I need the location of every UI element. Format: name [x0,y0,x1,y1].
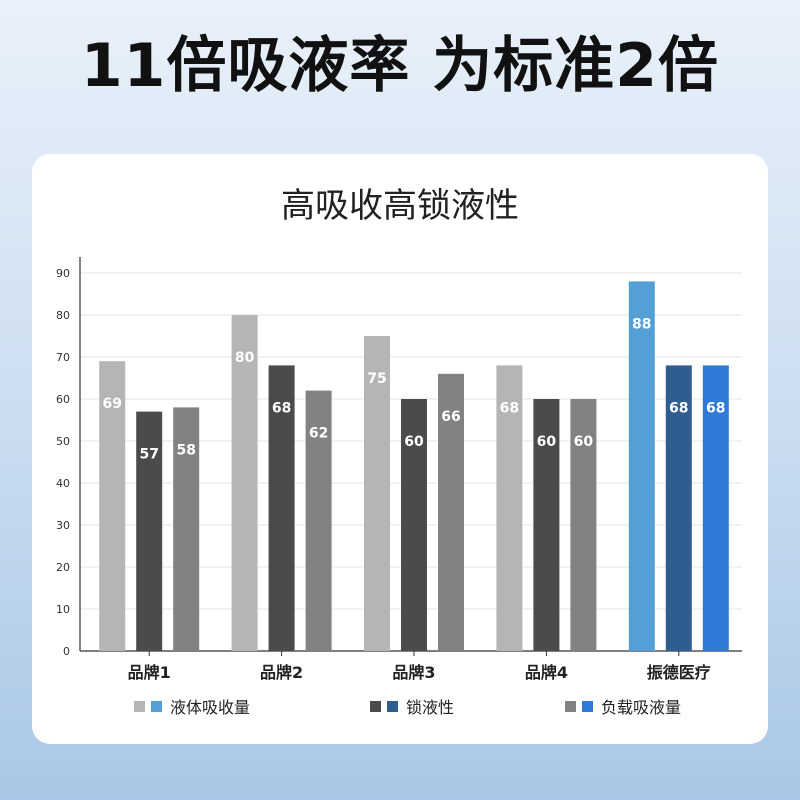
x-tick-label: 品牌4 [525,663,568,682]
x-tick-label: 振德医疗 [647,663,711,682]
legend-swatch-competitor [565,700,576,712]
bar [665,365,692,651]
chart-card: 高吸收高锁液性 0 10 20 30 40 50 60 70 80 90 69 57 58 品牌1 80 68… [32,154,768,744]
bar [364,336,390,651]
legend-swatch-highlight [151,700,162,712]
chart-title: 高吸收高锁液性 [281,186,519,226]
legend-label: 负载吸液量 [601,698,682,717]
data-label: 80 [235,350,255,366]
bar [268,365,295,651]
legend-swatch-highlight [582,700,593,712]
bar [438,373,464,651]
y-tick-label: 80 [56,309,70,322]
data-label: 69 [102,396,121,412]
bar [231,315,258,651]
y-tick-label: 20 [56,561,70,574]
data-label: 66 [441,409,460,425]
bar [628,281,655,651]
legend-label: 锁液性 [406,698,455,717]
y-tick-label: 10 [56,603,70,616]
data-label: 68 [272,400,291,416]
bar [570,399,597,651]
y-tick-label: 90 [56,267,70,280]
legend-label: 液体吸收量 [170,698,251,717]
data-label: 68 [706,400,725,416]
bar [136,411,163,651]
y-tick-label: 0 [63,645,70,658]
data-label: 88 [632,316,651,332]
y-tick-label: 40 [56,477,70,490]
legend-item-absorption: 液体吸收量 [134,694,250,718]
bar [401,399,427,651]
x-tick-label: 品牌1 [128,663,171,682]
y-tick-label: 30 [56,519,70,532]
legend-item-loaded-absorption: 负载吸液量 [565,694,681,718]
bar [173,407,200,651]
legend-swatch-highlight [387,700,398,712]
data-label: 57 [139,447,158,463]
bar [702,365,729,651]
data-label: 75 [367,371,386,387]
data-label: 60 [537,434,557,450]
bar [99,361,126,651]
data-label: 68 [500,400,519,416]
data-label: 62 [309,426,328,442]
headline: 11倍吸液率 为标准2倍 [80,31,720,101]
y-tick-label: 60 [56,393,70,406]
x-tick-label: 品牌2 [260,663,303,682]
legend-item-retention: 锁液性 [370,694,454,718]
y-tick-label: 50 [56,435,70,448]
data-label: 58 [176,442,195,458]
data-label: 68 [669,400,688,416]
data-label: 60 [404,434,424,450]
bar [533,399,560,651]
legend-swatch-competitor [134,700,145,712]
y-tick-label: 70 [56,351,70,364]
bar [496,365,523,651]
data-label: 60 [574,434,594,450]
bar-chart: 0 10 20 30 40 50 60 70 80 90 69 57 58 品牌1 80 68 62 品牌2 75 6… [56,257,742,682]
legend-swatch-competitor [370,700,381,712]
x-tick-label: 品牌3 [392,663,435,682]
bar [305,390,332,651]
